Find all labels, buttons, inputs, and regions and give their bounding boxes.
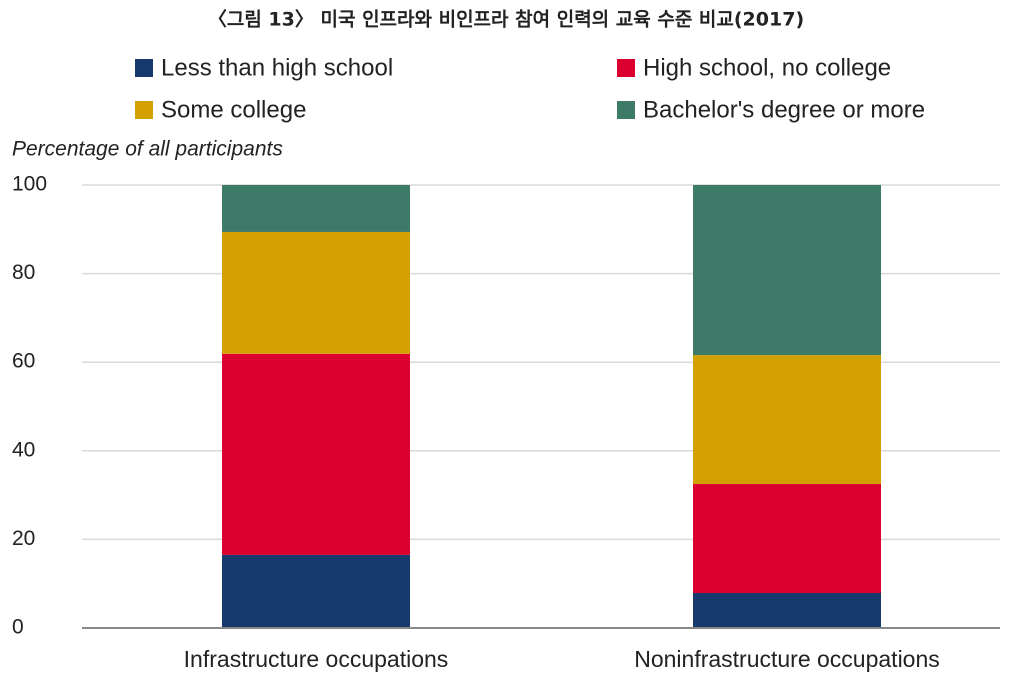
y-axis-label: Percentage of all participants <box>12 138 283 161</box>
legend-swatch <box>617 59 635 77</box>
bar-segment <box>693 484 881 594</box>
bar-segment <box>693 355 881 485</box>
legend-swatch <box>135 101 153 119</box>
legend-label: Bachelor's degree or more <box>643 96 925 123</box>
y-tick-label: 100 <box>12 173 47 196</box>
bar-segment <box>693 185 881 356</box>
legend-swatch <box>617 101 635 119</box>
bar-segment <box>222 231 410 354</box>
y-tick-label: 60 <box>12 350 35 373</box>
legend-label: Less than high school <box>161 54 393 81</box>
legend-swatch <box>135 59 153 77</box>
legend-label: Some college <box>161 96 306 123</box>
y-tick-label: 40 <box>12 438 35 461</box>
bar-segment <box>222 554 410 628</box>
bar-segment <box>693 593 881 628</box>
x-tick-label: Noninfrastructure occupations <box>634 646 940 672</box>
bar-segment <box>222 185 410 232</box>
y-tick-label: 80 <box>12 261 35 284</box>
y-tick-label: 20 <box>12 527 35 550</box>
chart-title: 〈그림 13〉 미국 인프라와 비인프라 참여 인력의 교육 수준 비교(201… <box>208 8 804 31</box>
legend-label: High school, no college <box>643 54 891 81</box>
bar-segment <box>222 353 410 555</box>
x-tick-label: Infrastructure occupations <box>184 646 449 672</box>
y-tick-label: 0 <box>12 616 24 639</box>
